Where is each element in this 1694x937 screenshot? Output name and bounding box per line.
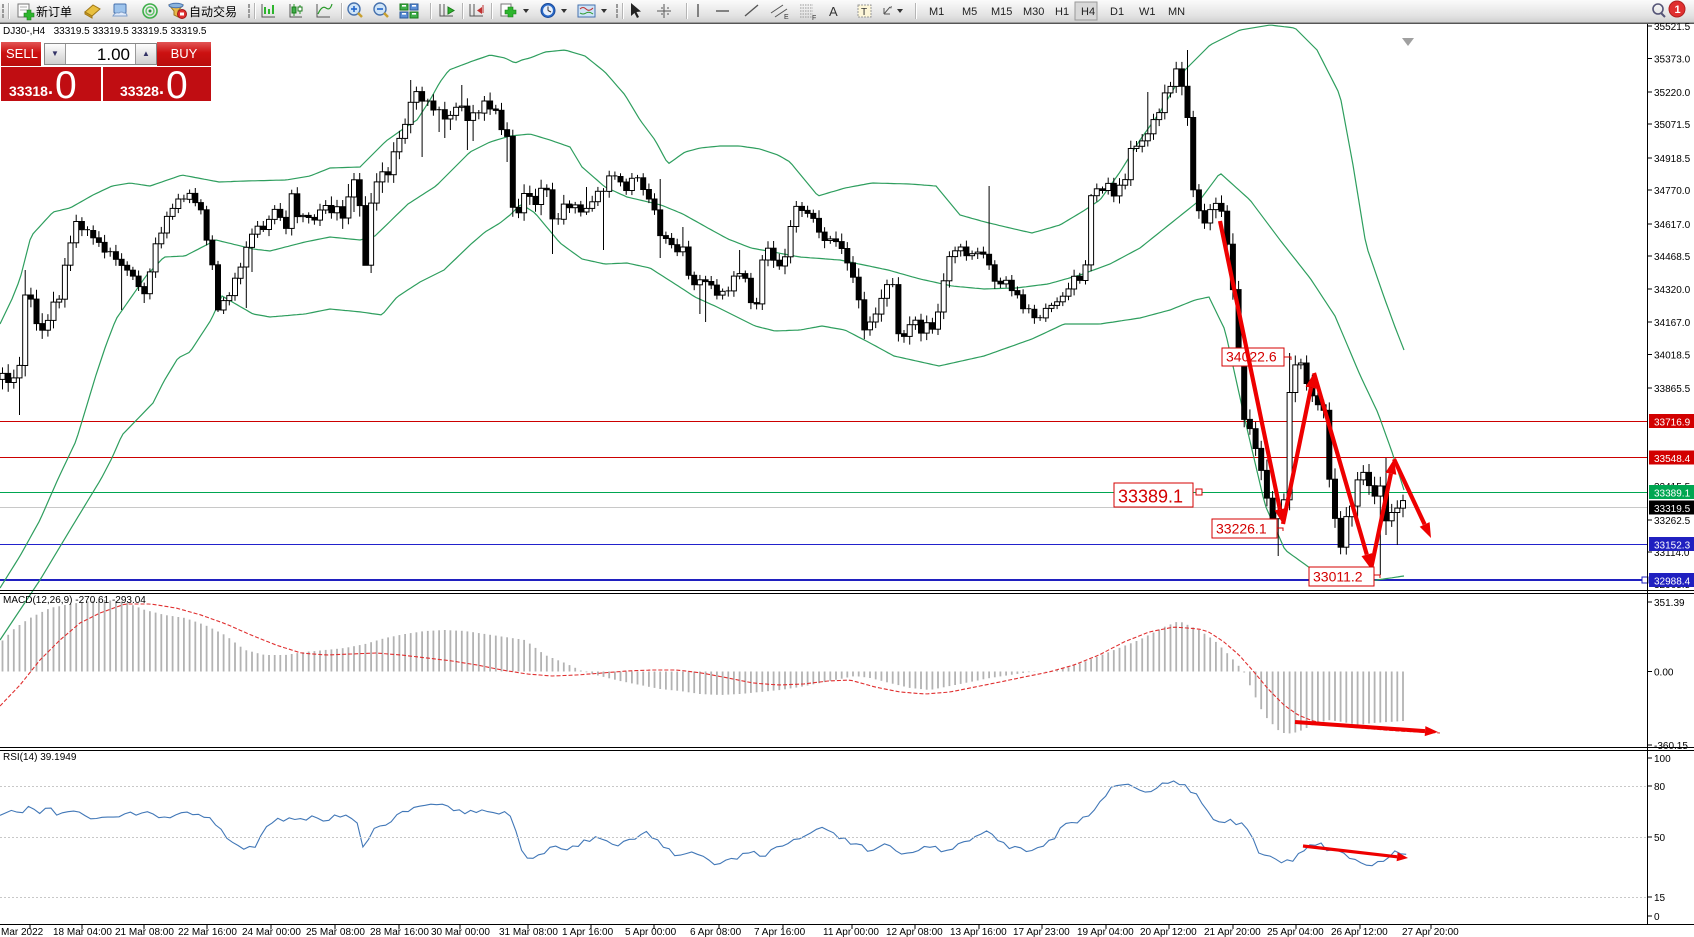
svg-text:20 Apr 12:00: 20 Apr 12:00 <box>1140 927 1197 937</box>
svg-text:新订单: 新订单 <box>36 4 72 19</box>
svg-text:E: E <box>784 14 789 21</box>
svg-text:D1: D1 <box>1110 6 1124 18</box>
svg-text:351.39: 351.39 <box>1654 598 1685 609</box>
svg-text:34617.0: 34617.0 <box>1654 220 1691 231</box>
svg-text:15: 15 <box>1654 893 1666 904</box>
svg-text:32988.4: 32988.4 <box>1654 577 1691 588</box>
svg-text:35373.0: 35373.0 <box>1654 55 1691 66</box>
svg-text:80: 80 <box>1654 782 1666 793</box>
svg-text:Mar 2022: Mar 2022 <box>1 927 44 937</box>
svg-text:34770.0: 34770.0 <box>1654 186 1691 197</box>
svg-text:7 Apr 16:00: 7 Apr 16:00 <box>754 927 806 937</box>
svg-text:M1: M1 <box>929 6 944 18</box>
svg-text:H1: H1 <box>1055 6 1069 18</box>
svg-text:33716.9: 33716.9 <box>1654 418 1691 429</box>
svg-text:1: 1 <box>1675 4 1681 16</box>
svg-text:M5: M5 <box>962 6 977 18</box>
svg-text:27 Apr 20:00: 27 Apr 20:00 <box>1402 927 1459 937</box>
svg-text:33011.2: 33011.2 <box>1313 569 1363 585</box>
svg-text:33548.4: 33548.4 <box>1654 454 1691 465</box>
svg-text:35521.5: 35521.5 <box>1654 22 1691 33</box>
svg-text:33389.1: 33389.1 <box>1654 489 1691 500</box>
svg-text:11 Apr 00:00: 11 Apr 00:00 <box>823 927 879 937</box>
svg-text:6 Apr 08:00: 6 Apr 08:00 <box>690 927 742 937</box>
svg-text:18 Mar 04:00: 18 Mar 04:00 <box>53 927 112 937</box>
svg-text:33114.0: 33114.0 <box>1654 548 1690 559</box>
svg-text:25 Apr 04:00: 25 Apr 04:00 <box>1267 927 1324 937</box>
svg-text:25 Mar 08:00: 25 Mar 08:00 <box>306 927 365 937</box>
svg-text:100: 100 <box>1654 754 1671 765</box>
svg-text:33319.5: 33319.5 <box>1654 504 1691 515</box>
svg-text:W1: W1 <box>1139 6 1156 18</box>
svg-text:-360.15: -360.15 <box>1654 741 1688 752</box>
svg-text:F: F <box>812 15 816 22</box>
svg-text:0: 0 <box>1654 912 1660 923</box>
svg-text:33389.1: 33389.1 <box>1118 487 1183 507</box>
svg-text:34468.5: 34468.5 <box>1654 252 1691 263</box>
svg-text:33262.5: 33262.5 <box>1654 516 1691 527</box>
svg-text:28 Mar 16:00: 28 Mar 16:00 <box>370 927 429 937</box>
svg-text:30 Mar 00:00: 30 Mar 00:00 <box>431 927 490 937</box>
svg-text:自动交易: 自动交易 <box>189 4 237 19</box>
svg-text:17 Apr 23:00: 17 Apr 23:00 <box>1013 927 1070 937</box>
svg-text:31 Mar 08:00: 31 Mar 08:00 <box>499 927 558 937</box>
svg-text:33226.1: 33226.1 <box>1216 521 1267 537</box>
svg-text:33152.3: 33152.3 <box>1654 541 1691 552</box>
svg-text:21 Mar 08:00: 21 Mar 08:00 <box>115 927 174 937</box>
svg-text:24 Mar 00:00: 24 Mar 00:00 <box>242 927 301 937</box>
svg-text:34918.5: 34918.5 <box>1654 154 1691 165</box>
svg-text:26 Apr 12:00: 26 Apr 12:00 <box>1331 927 1388 937</box>
svg-text:50: 50 <box>1654 833 1666 844</box>
svg-text:34320.0: 34320.0 <box>1654 285 1691 296</box>
svg-text:35220.0: 35220.0 <box>1654 88 1691 99</box>
svg-text:12 Apr 08:00: 12 Apr 08:00 <box>886 927 943 937</box>
svg-text:19 Apr 04:00: 19 Apr 04:00 <box>1077 927 1134 937</box>
svg-text:H4: H4 <box>1081 6 1095 18</box>
svg-text:22 Mar 16:00: 22 Mar 16:00 <box>178 927 237 937</box>
svg-text:5 Apr 00:00: 5 Apr 00:00 <box>625 927 677 937</box>
svg-text:M15: M15 <box>991 6 1012 18</box>
svg-text:T: T <box>861 7 867 18</box>
svg-text:34022.6: 34022.6 <box>1226 349 1277 365</box>
svg-text:13 Apr 16:00: 13 Apr 16:00 <box>950 927 1007 937</box>
svg-text:0.00: 0.00 <box>1654 668 1674 679</box>
svg-text:34167.0: 34167.0 <box>1654 318 1691 329</box>
svg-text:34018.5: 34018.5 <box>1654 351 1691 362</box>
svg-text:35071.5: 35071.5 <box>1654 120 1691 131</box>
svg-text:33865.5: 33865.5 <box>1654 384 1691 395</box>
svg-text:RSI(14) 39.1949: RSI(14) 39.1949 <box>3 752 77 763</box>
svg-text:1 Apr 16:00: 1 Apr 16:00 <box>562 927 614 937</box>
svg-text:MN: MN <box>1168 6 1185 18</box>
svg-text:A: A <box>829 4 838 19</box>
svg-text:DJ30-,H4 33319.5 33319.5 333: DJ30-,H4 33319.5 33319.5 33319.5 33319.5 <box>3 26 207 37</box>
svg-text:21 Apr 20:00: 21 Apr 20:00 <box>1204 927 1261 937</box>
svg-text:M30: M30 <box>1023 6 1044 18</box>
svg-text:MACD(12,26,9) -270.61 -293.04: MACD(12,26,9) -270.61 -293.04 <box>3 595 146 606</box>
